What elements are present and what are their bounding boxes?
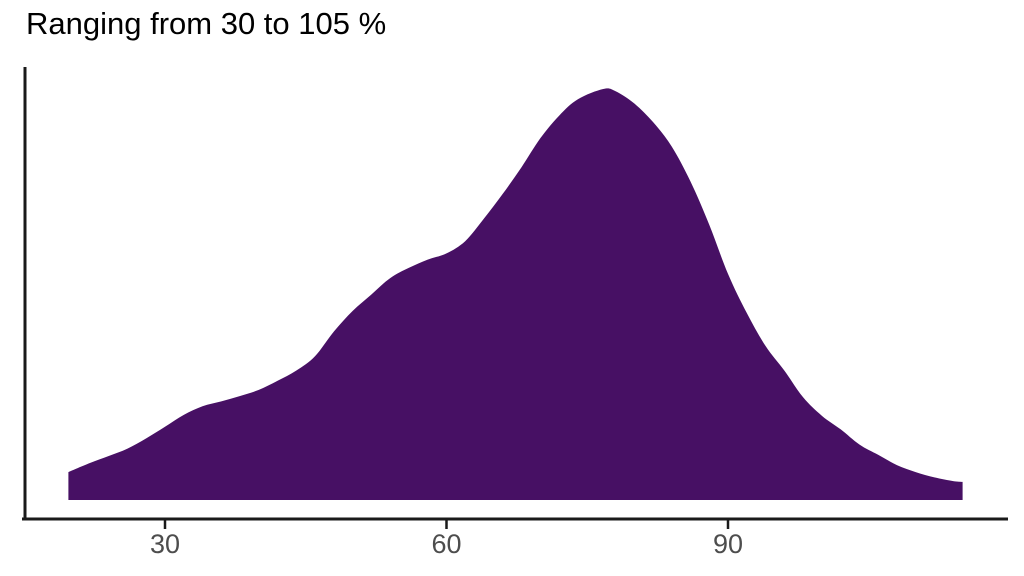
x-tick-label-90: 90	[713, 529, 743, 559]
x-tick-label-60: 60	[431, 529, 461, 559]
x-tick-label-30: 30	[150, 529, 180, 559]
density-area	[68, 88, 963, 501]
chart-title: Ranging from 30 to 105 %	[26, 6, 387, 41]
